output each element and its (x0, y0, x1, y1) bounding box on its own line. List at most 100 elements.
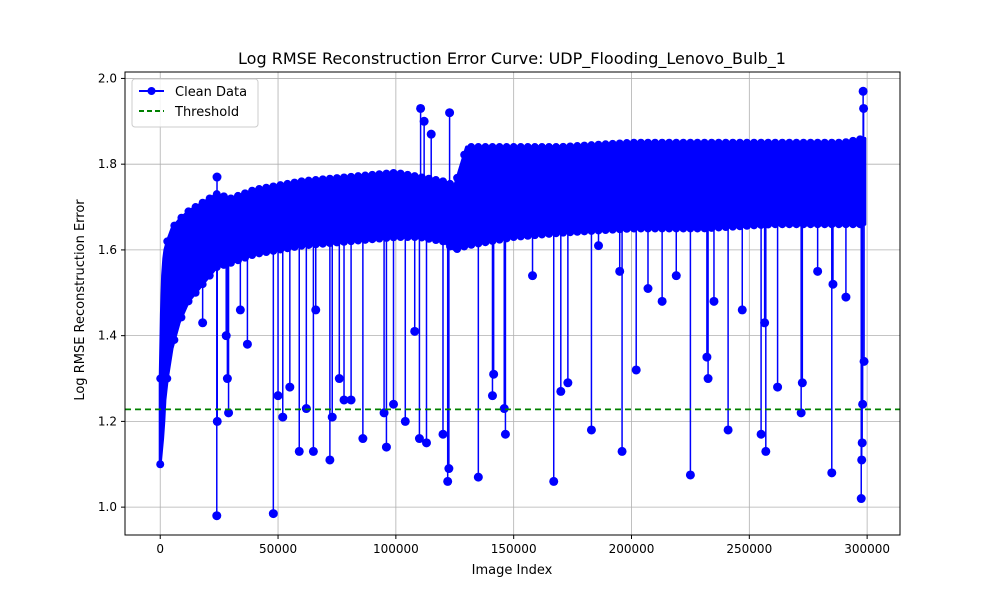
clean-data-point (226, 194, 235, 203)
clean-data-point (290, 178, 299, 187)
clean-data-point (636, 224, 645, 233)
clean-data-point (773, 382, 783, 392)
clean-data-point (657, 296, 667, 306)
clean-data-point (177, 213, 186, 222)
x-tick-label: 50000 (259, 542, 297, 556)
clean-data-point (285, 382, 295, 392)
clean-data-point (523, 231, 532, 240)
clean-data-point (268, 509, 278, 519)
clean-data-point (651, 138, 660, 147)
clean-data-point (191, 203, 200, 212)
clean-data-point (629, 138, 638, 147)
clean-data-point (643, 283, 653, 293)
clean-data-point (827, 138, 836, 147)
clean-data-point (750, 138, 759, 147)
clean-data-point (198, 318, 208, 328)
clean-data-point (294, 446, 304, 456)
clean-data-point (858, 399, 868, 409)
plot-frame (124, 71, 901, 536)
clean-data-point (601, 226, 610, 235)
clean-data-point (453, 173, 462, 182)
clean-data-point (500, 429, 510, 439)
clean-data-point (304, 176, 313, 185)
y-tick-label: 1.4 (98, 329, 117, 343)
clean-data-point (170, 335, 179, 344)
clean-data-point (368, 170, 377, 179)
ticks: 0 50000 100000 150000 200000 250000 300000 1.0 1… (98, 71, 890, 556)
clean-data-point (693, 138, 702, 147)
clean-data-point (806, 220, 815, 229)
clean-data-point (354, 172, 363, 181)
clean-data-point (679, 138, 688, 147)
clean-data-point (566, 142, 575, 151)
clean-data-point (707, 138, 716, 147)
clean-data-point (467, 143, 476, 152)
clean-data-point (858, 86, 868, 96)
clean-data-point (191, 288, 200, 297)
clean-data-point (212, 416, 222, 426)
clean-data-point (856, 494, 866, 504)
clean-data-point (552, 143, 561, 152)
clean-data-point (728, 138, 737, 147)
clean-data-point (495, 235, 504, 244)
clean-data-point (608, 139, 617, 148)
clean-data-point (834, 138, 843, 147)
clean-data-point (325, 174, 334, 183)
clean-data-point (184, 297, 193, 306)
clean-data-point (735, 138, 744, 147)
clean-data-point (841, 138, 850, 147)
clean-data-point (419, 116, 429, 126)
clean-data-point (580, 227, 589, 236)
clean-data-point (368, 235, 377, 244)
clean-data-point (347, 172, 356, 181)
clean-data-point (361, 171, 370, 180)
clean-data-point (622, 139, 631, 148)
clean-data-point (709, 296, 719, 306)
chart-title: Log RMSE Reconstruction Error Curve: UDP… (238, 49, 786, 69)
x-tick-label: 0 (156, 542, 164, 556)
legend-label-threshold: Threshold (174, 105, 239, 120)
clean-data-point (622, 224, 631, 233)
clean-data-point (778, 220, 787, 229)
clean-data-point (586, 425, 596, 435)
clean-data-point (559, 142, 568, 151)
clean-data-point (311, 176, 320, 185)
clean-data-point (509, 233, 518, 242)
clean-data-point (354, 236, 363, 245)
clean-data-point (671, 271, 681, 281)
clean-data-point (856, 135, 865, 144)
clean-data-point (262, 183, 271, 192)
clean-data-point (446, 179, 455, 188)
clean-data-point (636, 138, 645, 147)
clean-data-point (444, 464, 454, 474)
clean-data-point (426, 129, 436, 139)
clean-data-point (761, 446, 771, 456)
clean-data-point (396, 233, 405, 242)
y-tick-label: 1.6 (98, 243, 117, 257)
clean-data-point (212, 172, 222, 182)
clean-data-point (381, 442, 391, 452)
clean-data-point (764, 138, 773, 147)
clean-data-point (848, 136, 857, 145)
clean-data-point (414, 434, 424, 444)
clean-data-point (488, 143, 497, 152)
clean-data-point (728, 222, 737, 231)
clean-data-point (431, 176, 440, 185)
clean-data-point (163, 237, 172, 246)
clean-data-point (382, 169, 391, 178)
clean-data-point (509, 143, 518, 152)
clean-data-point (601, 140, 610, 149)
clean-data-point (222, 374, 232, 384)
clean-data-point (445, 108, 455, 118)
clean-data-point (771, 138, 780, 147)
clean-data-point (594, 140, 603, 149)
clean-data-point (693, 224, 702, 233)
clean-data-point (587, 141, 596, 150)
clean-data-point (163, 374, 172, 383)
clean-data-point (594, 241, 604, 251)
clean-data-point (205, 194, 214, 203)
clean-data-point (340, 173, 349, 182)
clean-data-point (396, 169, 405, 178)
clean-data-point (785, 220, 794, 229)
clean-data-point (785, 138, 794, 147)
